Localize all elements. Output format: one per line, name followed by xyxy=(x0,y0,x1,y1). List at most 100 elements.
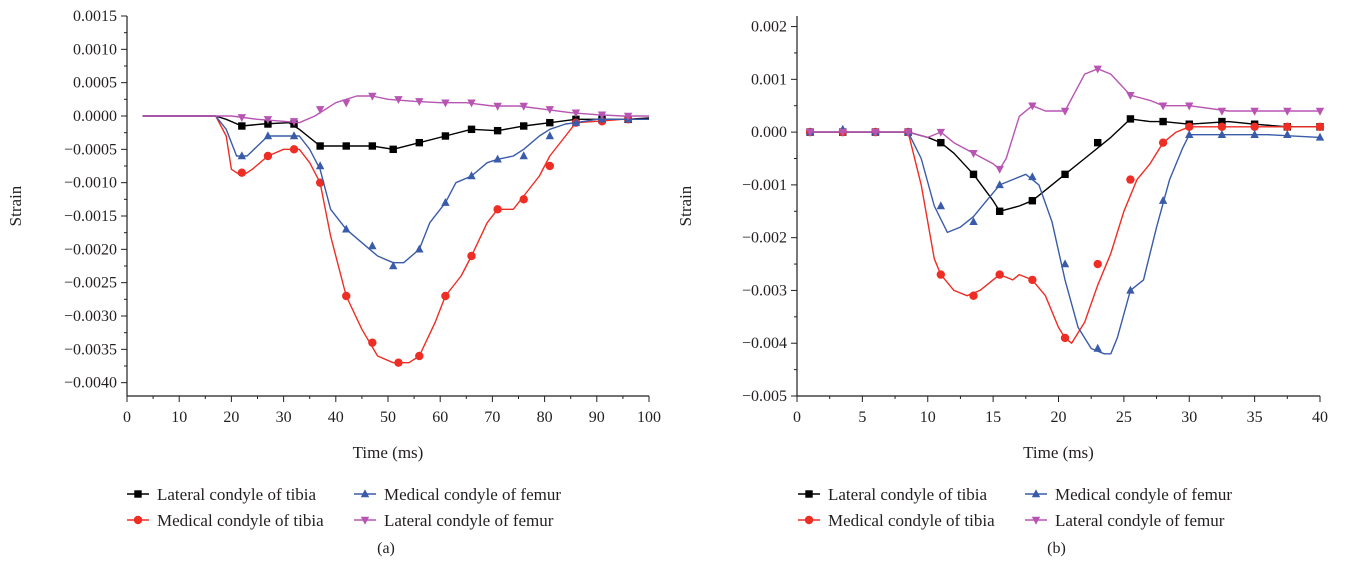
data-point-1 xyxy=(1158,138,1168,147)
y-tick-label: −0.0015 xyxy=(64,208,117,225)
data-point-3 xyxy=(805,128,815,137)
data-point-2 xyxy=(342,224,351,233)
data-point-1 xyxy=(415,351,424,361)
data-point-2 xyxy=(315,161,325,170)
data-point-2 xyxy=(1126,285,1135,294)
data-point-0 xyxy=(238,122,246,130)
data-point-0 xyxy=(415,138,424,147)
data-point-3 xyxy=(263,116,273,125)
data-point-1 xyxy=(1028,275,1037,285)
series-line-3 xyxy=(810,68,1320,170)
data-point-1 xyxy=(545,161,555,171)
y-tick-label: −0.004 xyxy=(742,335,787,352)
legend-item-0: Lateral condyle of tibia xyxy=(798,485,988,504)
data-point-3 xyxy=(995,165,1004,174)
data-point-2 xyxy=(1158,196,1168,204)
y-tick-label: 0.0010 xyxy=(73,41,117,58)
data-point-3 xyxy=(368,92,377,101)
data-point-3 xyxy=(1283,107,1292,116)
panel-label: (a) xyxy=(377,540,395,557)
data-point-3 xyxy=(394,96,403,105)
data-point-2 xyxy=(545,131,555,140)
data-point-0 xyxy=(969,170,978,179)
data-point-0 xyxy=(1028,197,1037,205)
data-point-2 xyxy=(1283,130,1292,138)
x-tick-label: 40 xyxy=(1312,409,1328,426)
x-axis-title: Time (ms) xyxy=(353,443,424,462)
legend-label: Medical condyle of femur xyxy=(384,485,561,504)
data-point-1 xyxy=(237,168,247,177)
legend-label: Lateral condyle of femur xyxy=(1055,511,1225,530)
data-point-1 xyxy=(1126,175,1135,184)
x-tick-label: 30 xyxy=(276,409,292,426)
series-line-2 xyxy=(142,115,649,264)
x-tick-label: 80 xyxy=(537,409,553,426)
data-point-2 xyxy=(493,154,502,163)
data-point-3 xyxy=(493,102,502,111)
x-tick-label: 50 xyxy=(380,409,396,426)
data-point-3 xyxy=(969,150,978,158)
x-tick-label: 100 xyxy=(637,409,661,426)
x-tick-label: 70 xyxy=(484,409,500,426)
legend-label: Lateral condyle of femur xyxy=(384,511,554,530)
data-point-0 xyxy=(520,122,528,130)
y-tick-label: −0.0040 xyxy=(64,375,117,392)
data-point-3 xyxy=(571,109,581,118)
legend-item-0: Lateral condyle of tibia xyxy=(127,485,317,504)
x-tick-label: 20 xyxy=(223,409,239,426)
data-point-2 xyxy=(389,261,398,270)
y-tick-label: −0.0030 xyxy=(64,308,117,325)
y-tick-label: −0.0010 xyxy=(64,175,117,192)
data-point-3 xyxy=(597,111,607,120)
data-point-0 xyxy=(368,142,377,150)
data-point-1 xyxy=(368,338,377,347)
legend-item-3: Lateral condyle of femur xyxy=(1025,511,1225,530)
legend-label: Medical condyle of tibia xyxy=(828,511,995,530)
chart-panel-1: 0.002 0.001 0.000 −0.001 −0.002 −0.003 −0.004 −… xyxy=(676,16,1328,557)
x-tick-label: 15 xyxy=(985,409,1001,426)
data-point-3 xyxy=(1093,65,1102,74)
data-point-1 xyxy=(441,291,450,301)
y-tick-label: −0.002 xyxy=(742,230,787,247)
legend-marker xyxy=(134,490,142,498)
data-point-3 xyxy=(1217,107,1227,116)
data-point-1 xyxy=(1315,122,1325,132)
y-tick-label: −0.005 xyxy=(742,388,787,405)
x-tick-label: 40 xyxy=(328,409,344,426)
data-point-1 xyxy=(1093,259,1102,269)
data-point-3 xyxy=(519,102,528,111)
data-point-2 xyxy=(1250,130,1259,138)
data-point-3 xyxy=(903,128,913,137)
data-point-0 xyxy=(1126,115,1135,123)
legend-label: Lateral condyle of tibia xyxy=(157,485,317,504)
data-point-0 xyxy=(1061,170,1069,179)
data-point-3 xyxy=(1126,91,1135,100)
x-tick-label: 10 xyxy=(171,409,187,426)
data-point-1 xyxy=(1060,333,1070,343)
data-point-2 xyxy=(1185,130,1194,138)
legend-marker xyxy=(805,490,813,498)
y-tick-label: 0.001 xyxy=(751,71,787,88)
data-point-2 xyxy=(1060,259,1070,268)
y-tick-label: 0.0000 xyxy=(73,108,117,125)
y-tick-label: 0.0015 xyxy=(73,8,117,25)
data-point-1 xyxy=(263,151,273,161)
data-point-2 xyxy=(263,131,273,140)
data-point-0 xyxy=(937,138,945,147)
chart-panel-0: 0.0015 0.0010 0.0005 0.0000 −0.0005 −0.0010 −0… xyxy=(6,8,661,557)
x-axis-title: Time (ms) xyxy=(1023,443,1094,462)
x-tick-label: 25 xyxy=(1116,409,1132,426)
data-point-3 xyxy=(838,128,847,137)
x-tick-label: 20 xyxy=(1051,409,1067,426)
y-tick-label: 0.002 xyxy=(751,19,787,36)
data-point-1 xyxy=(342,291,351,301)
panel-label: (b) xyxy=(1047,540,1066,557)
series-line-2 xyxy=(810,131,1321,355)
data-point-2 xyxy=(441,197,450,206)
data-point-3 xyxy=(1185,102,1194,111)
legend-marker xyxy=(1031,516,1041,525)
x-tick-label: 5 xyxy=(858,409,866,426)
data-point-2 xyxy=(237,151,247,160)
data-point-0 xyxy=(1159,117,1167,126)
data-point-1 xyxy=(995,270,1004,279)
